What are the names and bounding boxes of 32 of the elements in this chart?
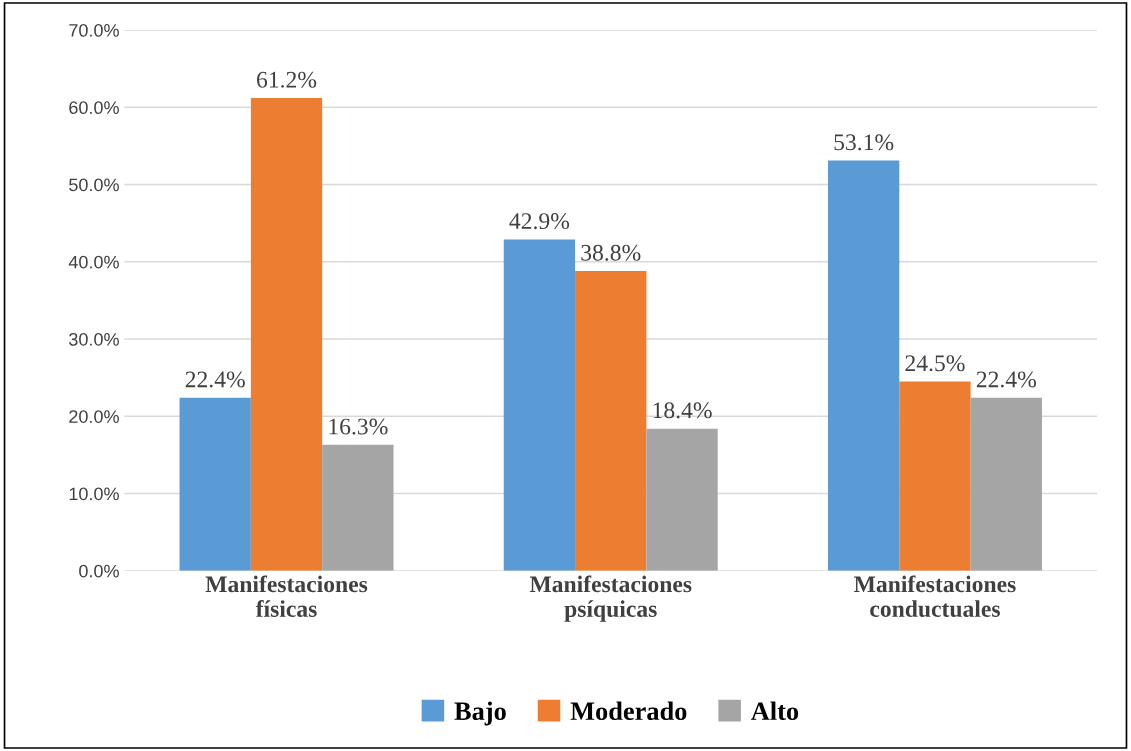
- data-label: 38.8%: [581, 244, 641, 261]
- x-tick-label: Manifestaciones físicas: [205, 575, 368, 617]
- bar: [179, 397, 251, 571]
- data-label: 24.5%: [905, 355, 965, 372]
- bar: [575, 271, 647, 571]
- y-tick-label: 40.0%: [68, 255, 119, 269]
- data-label: 53.1%: [834, 134, 894, 151]
- data-label: 18.4%: [653, 402, 712, 419]
- bar: [646, 428, 718, 571]
- legend-label: Bajo: [454, 701, 506, 726]
- legend-label: Alto: [751, 701, 799, 721]
- bar: [899, 381, 971, 571]
- y-tick-label: 30.0%: [69, 332, 119, 346]
- data-label: 22.4%: [976, 371, 1036, 388]
- bar: [970, 397, 1042, 571]
- data-label: 16.3%: [329, 418, 388, 435]
- x-tick-label: Manifestaciones conductuales: [854, 575, 1016, 617]
- y-tick-label: 20.0%: [69, 410, 119, 423]
- y-tick-label: 50.0%: [69, 178, 119, 192]
- data-label: 22.4%: [185, 371, 245, 388]
- y-tick-label: 70.0%: [69, 23, 119, 37]
- legend-label: Moderado: [570, 701, 687, 721]
- bar: [827, 160, 900, 571]
- x-tick-label: Manifestaciones psíquicas: [529, 575, 692, 622]
- y-tick-label: 0.0%: [79, 564, 119, 578]
- bar: [503, 239, 576, 571]
- y-tick-label: 10.0%: [69, 487, 119, 501]
- y-tick-label: 60.0%: [69, 101, 119, 115]
- bar: [322, 444, 394, 571]
- data-label: 61.2%: [257, 71, 317, 88]
- data-label: 42.9%: [509, 213, 570, 230]
- bar: [250, 98, 323, 571]
